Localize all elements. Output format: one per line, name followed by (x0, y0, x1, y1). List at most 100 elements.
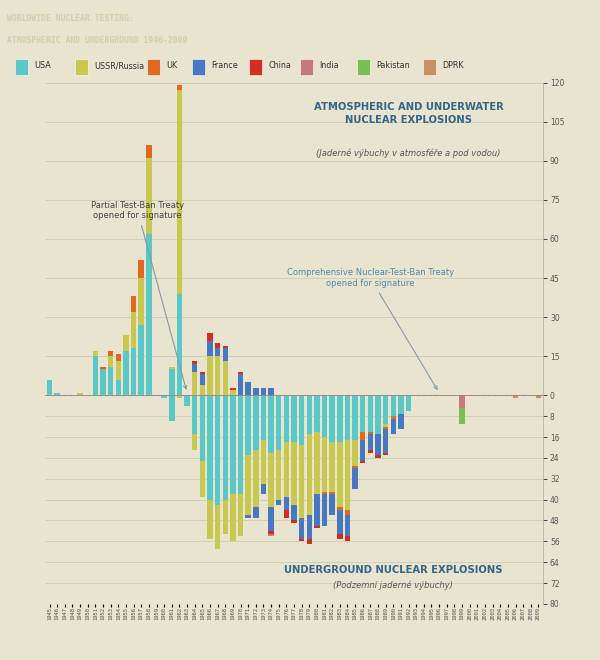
Bar (192, 364, 197, 372)
Bar (375, 455, 381, 458)
Bar (291, 521, 297, 523)
Text: Partial Test-Ban Treaty
opened for signature: Partial Test-Ban Treaty opened for signa… (91, 201, 187, 389)
Bar (322, 395, 328, 437)
Bar (108, 356, 113, 367)
Bar (176, 85, 182, 90)
Bar (230, 390, 236, 395)
Bar (223, 362, 228, 395)
Bar (375, 434, 381, 455)
Bar (299, 539, 304, 541)
Bar (352, 440, 358, 466)
Bar (291, 442, 297, 505)
Bar (253, 395, 259, 450)
Text: ATMOSPHERIC AND UNDERGROUND 1946-2009: ATMOSPHERIC AND UNDERGROUND 1946-2009 (7, 36, 188, 45)
Bar (215, 343, 220, 348)
Bar (268, 395, 274, 453)
Bar (116, 362, 121, 379)
Bar (192, 395, 197, 434)
Bar (423, 59, 436, 75)
Bar (276, 450, 281, 500)
Bar (536, 395, 541, 398)
Bar (169, 367, 175, 370)
Bar (238, 374, 243, 395)
Bar (513, 395, 518, 398)
Bar (268, 533, 274, 536)
Bar (268, 531, 274, 533)
Bar (245, 395, 251, 455)
Bar (92, 351, 98, 356)
Bar (345, 395, 350, 440)
Bar (398, 395, 404, 414)
Bar (55, 393, 60, 395)
Bar (200, 372, 205, 374)
Bar (291, 505, 297, 521)
Bar (352, 395, 358, 440)
Bar (345, 510, 350, 515)
Bar (383, 453, 388, 455)
Bar (131, 312, 136, 348)
Bar (284, 510, 289, 518)
Bar (360, 461, 365, 463)
Bar (368, 434, 373, 450)
Bar (337, 442, 343, 508)
Bar (459, 395, 465, 409)
Bar (230, 387, 236, 390)
Bar (192, 372, 197, 395)
Bar (337, 533, 343, 539)
Bar (200, 374, 205, 385)
Bar (200, 385, 205, 395)
Bar (391, 416, 396, 419)
Bar (345, 440, 350, 510)
Text: UNDERGROUND NUCLEAR EXPLOSIONS: UNDERGROUND NUCLEAR EXPLOSIONS (284, 565, 503, 575)
Bar (360, 395, 365, 432)
Bar (391, 395, 396, 416)
Bar (223, 346, 228, 348)
Bar (276, 395, 281, 450)
Bar (47, 379, 52, 395)
Bar (146, 158, 152, 234)
Bar (299, 518, 304, 539)
Bar (230, 494, 236, 541)
Bar (337, 395, 343, 442)
Bar (360, 432, 365, 440)
Text: DPRK: DPRK (442, 61, 464, 71)
Bar (307, 515, 312, 539)
Bar (368, 432, 373, 434)
Bar (192, 59, 205, 75)
Bar (391, 419, 396, 434)
Bar (176, 294, 182, 395)
Text: ATMOSPHERIC AND UNDERWATER
NUCLEAR EXPLOSIONS: ATMOSPHERIC AND UNDERWATER NUCLEAR EXPLO… (314, 102, 503, 125)
Bar (249, 59, 262, 75)
Bar (383, 395, 388, 424)
Bar (15, 59, 28, 75)
Bar (238, 395, 243, 494)
Bar (357, 59, 370, 75)
Bar (245, 382, 251, 395)
Bar (291, 395, 297, 442)
Bar (352, 469, 358, 489)
Bar (260, 395, 266, 440)
Bar (245, 455, 251, 515)
Bar (307, 434, 312, 515)
Text: USSR/Russia: USSR/Russia (94, 61, 145, 71)
Bar (383, 424, 388, 426)
Bar (307, 539, 312, 544)
Text: (Podzemní jaderné výbuchy): (Podzemní jaderné výbuchy) (334, 581, 453, 591)
Bar (322, 437, 328, 492)
Bar (284, 395, 289, 442)
Bar (268, 453, 274, 508)
Bar (322, 492, 328, 494)
Bar (337, 510, 343, 533)
Bar (146, 145, 152, 158)
Bar (139, 325, 144, 395)
Bar (147, 59, 160, 75)
Text: (Jaderné výbuchy v atmosféře a pod vodou): (Jaderné výbuchy v atmosféře a pod vodou… (316, 148, 501, 158)
Bar (100, 370, 106, 395)
Bar (284, 442, 289, 497)
Bar (192, 362, 197, 364)
Bar (299, 445, 304, 518)
Bar (329, 442, 335, 492)
Bar (200, 395, 205, 461)
Text: Pakistan: Pakistan (376, 61, 410, 71)
Text: Comprehensive Nuclear-Test-Ban Treaty
opened for signature: Comprehensive Nuclear-Test-Ban Treaty op… (287, 269, 454, 389)
